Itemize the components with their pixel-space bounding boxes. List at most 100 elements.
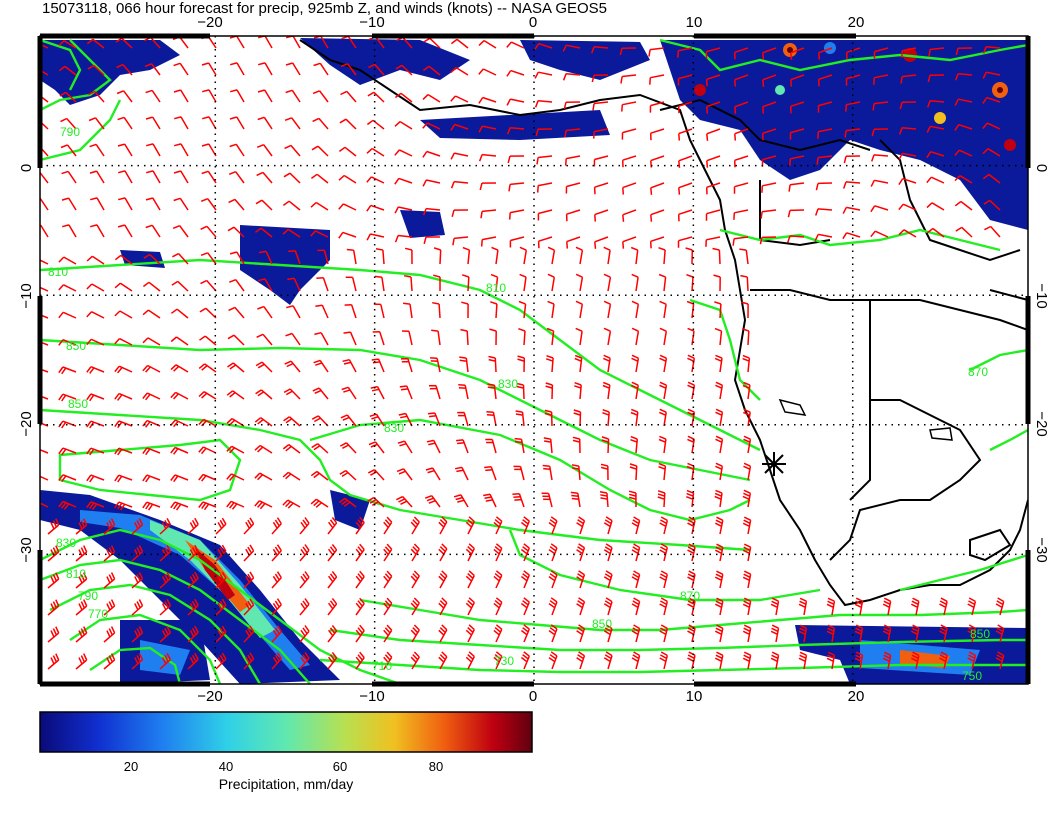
- wind-barb: [461, 301, 469, 319]
- wind-barb: [228, 171, 245, 184]
- wind-barb: [355, 651, 365, 670]
- wind-barb: [284, 117, 301, 130]
- map-gridlines: [40, 36, 1028, 684]
- wind-barb: [255, 199, 273, 211]
- lon-label-top: 0: [529, 14, 537, 31]
- wind-barb: [514, 437, 525, 454]
- wind-barb: [479, 182, 497, 191]
- wind-barb: [243, 652, 255, 670]
- wind-barb: [817, 128, 833, 139]
- wind-barb: [545, 354, 554, 373]
- wind-barb: [788, 182, 805, 192]
- wind-barb: [282, 499, 301, 509]
- wind-barb: [285, 332, 301, 346]
- wind-barb: [75, 653, 88, 670]
- wind-barb: [159, 518, 172, 535]
- wind-barb: [741, 301, 749, 319]
- wind-barb: [430, 357, 441, 373]
- wind-barb: [603, 273, 612, 292]
- wind-barb: [61, 170, 77, 184]
- wind-barb: [367, 496, 385, 508]
- wind-barb: [299, 625, 310, 643]
- wind-barb: [340, 90, 357, 103]
- wind-barb: [659, 354, 668, 373]
- wind-barb: [383, 516, 393, 535]
- height-contours: [40, 38, 1028, 684]
- wind-barb: [131, 599, 144, 616]
- wind-barb: [575, 300, 584, 319]
- wind-barb: [658, 246, 666, 265]
- wind-barb: [229, 251, 245, 265]
- wind-barb: [787, 209, 805, 218]
- wind-barb: [40, 448, 49, 454]
- lat-label-left: −20: [18, 411, 35, 436]
- wind-barb: [58, 500, 77, 510]
- wind-barb: [310, 201, 329, 211]
- wind-barb: [342, 358, 357, 373]
- wind-barb: [658, 462, 667, 481]
- wind-barb: [478, 68, 497, 76]
- wind-barb: [509, 236, 525, 248]
- lat-label-left: 0: [18, 164, 35, 172]
- wind-barb: [339, 442, 357, 454]
- wind-barb: [602, 381, 611, 400]
- wind-barb: [982, 96, 1001, 104]
- wind-barb: [314, 331, 329, 346]
- wind-barb: [741, 328, 750, 346]
- wind-barb: [465, 543, 475, 562]
- wind-barb: [622, 209, 637, 222]
- wind-barb: [383, 570, 393, 589]
- wind-barb: [603, 300, 612, 319]
- wind-barb: [198, 501, 217, 511]
- wind-barb: [734, 128, 749, 141]
- wind-barb: [493, 516, 503, 535]
- wind-barb: [565, 182, 581, 194]
- lat-label-left: −30: [18, 537, 35, 562]
- wind-barb: [174, 143, 189, 157]
- wind-barb: [40, 171, 49, 184]
- wind-barb: [742, 381, 751, 400]
- wind-barb: [544, 409, 553, 427]
- wind-barb: [142, 281, 161, 292]
- wind-barb: [256, 333, 273, 346]
- wind-barb: [187, 625, 199, 643]
- wind-barb: [229, 278, 245, 292]
- wind-barb: [75, 572, 88, 589]
- wind-barb: [591, 74, 609, 83]
- wind-barb: [396, 495, 413, 508]
- wind-barb: [338, 497, 357, 508]
- wind-barb: [513, 465, 525, 481]
- wind-barb: [659, 570, 669, 589]
- wind-barb: [490, 273, 499, 292]
- wind-barb: [86, 38, 105, 49]
- wind-barb: [404, 247, 413, 265]
- wind-barb: [299, 598, 310, 616]
- contour-label: 730: [494, 654, 514, 668]
- wind-barb: [714, 570, 724, 589]
- wind-barb: [955, 47, 973, 56]
- wind-barb: [118, 170, 133, 184]
- longitude-labels-top: −20 −10 0 10 20: [197, 14, 864, 31]
- wind-barb: [900, 74, 917, 84]
- wind-barb: [355, 624, 365, 643]
- wind-barb: [954, 175, 973, 184]
- wind-barb: [86, 255, 105, 265]
- wind-barb: [954, 123, 973, 131]
- wind-barb: [61, 197, 77, 211]
- wind-barb: [198, 446, 217, 455]
- wind-barb: [603, 570, 613, 589]
- wind-barb: [826, 597, 836, 616]
- wind-barb: [311, 443, 329, 454]
- wind-barb: [423, 236, 440, 244]
- wind-barb: [90, 197, 105, 211]
- wind-barb: [520, 570, 530, 589]
- wind-barb: [678, 182, 693, 195]
- wind-barb: [566, 236, 581, 249]
- wind-barb: [516, 382, 525, 400]
- wind-barb: [602, 354, 611, 373]
- wind-barb: [600, 463, 609, 481]
- wind-barb: [433, 247, 442, 265]
- wind-barb: [563, 101, 581, 110]
- wind-barb: [982, 71, 1001, 79]
- wind-barb: [256, 144, 273, 157]
